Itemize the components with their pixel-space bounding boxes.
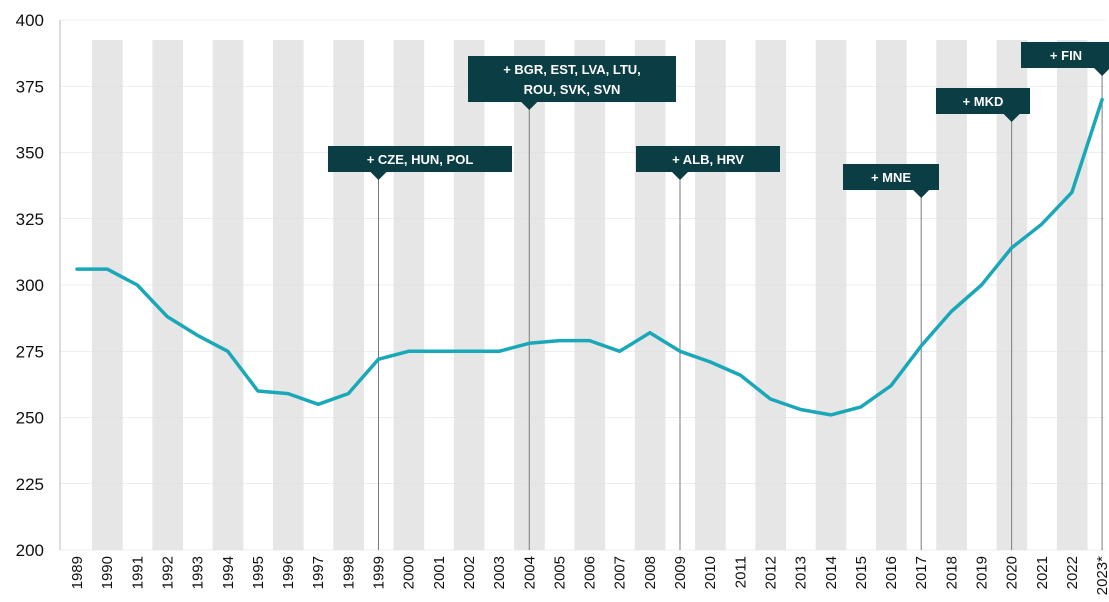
background-bands (92, 40, 1088, 550)
x-tick-label: 1995 (250, 556, 267, 589)
x-tick-label: 1989 (69, 556, 86, 589)
annotation-label: + FIN (1050, 48, 1082, 63)
background-band (393, 40, 425, 550)
background-band (755, 40, 787, 550)
annotation-pointer (521, 102, 538, 110)
y-tick-label: 250 (16, 409, 44, 428)
x-tick-label: 1999 (371, 556, 388, 589)
x-axis: 1989 1990 1991 1992 1993 1994 1995 1996 1997 1998… (69, 556, 1109, 595)
annotation-label: + ALB, HRV (672, 152, 744, 167)
background-band (152, 40, 184, 550)
x-tick-label: 1994 (220, 556, 237, 589)
x-tick-label: 2020 (1004, 556, 1021, 589)
annotations: + CZE, HUN, POL + BGR, EST, LVA, LTU, ROU,… (328, 42, 1109, 198)
background-band (272, 40, 304, 550)
y-tick-label: 400 (16, 11, 44, 30)
y-tick-label: 375 (16, 77, 44, 96)
y-tick-label: 225 (16, 475, 44, 494)
background-band (695, 40, 726, 550)
x-tick-label: 2005 (551, 556, 568, 589)
x-tick-label: 1998 (340, 556, 357, 589)
x-tick-label: 1991 (129, 556, 146, 589)
annotation-pointer (1003, 114, 1020, 122)
x-tick-label: 2014 (823, 556, 840, 589)
annotation-label: ROU, SVK, SVN (524, 82, 621, 97)
annotation-box: + MNE (843, 164, 939, 198)
background-band (212, 40, 244, 550)
x-tick-label: 1997 (310, 556, 327, 589)
x-tick-label: 2001 (431, 556, 448, 589)
x-tick-label: 2017 (913, 556, 930, 589)
x-tick-label: 2019 (974, 556, 991, 589)
y-tick-label: 300 (16, 276, 44, 295)
annotation-box-bg (936, 88, 1030, 114)
x-tick-label: 1990 (99, 556, 116, 589)
x-tick-label: 2006 (582, 556, 599, 589)
annotation-box: + CZE, HUN, POL (328, 146, 512, 180)
annotation-lines (378, 68, 1103, 550)
x-tick-label: 2013 (793, 556, 810, 589)
annotation-pointer (1094, 68, 1109, 76)
x-tick-label: 1992 (159, 556, 176, 589)
x-tick-label: 2000 (401, 556, 418, 589)
annotation-box-bg (1021, 42, 1109, 68)
x-tick-label: 2012 (762, 556, 779, 589)
x-tick-label: 2022 (1064, 556, 1081, 589)
x-tick-label: 2002 (461, 556, 478, 589)
x-tick-label: 2018 (943, 556, 960, 589)
x-tick-label: 2021 (1034, 556, 1051, 589)
annotation-box: + ALB, HRV (636, 146, 780, 180)
annotation-label: + MKD (963, 94, 1004, 109)
background-band (333, 40, 364, 550)
x-tick-label: 1993 (190, 556, 207, 589)
background-band (936, 40, 967, 550)
x-tick-label: 1996 (280, 556, 297, 589)
y-tick-label: 350 (16, 144, 44, 163)
y-tick-label: 275 (16, 342, 44, 361)
x-tick-label: 2010 (702, 556, 719, 589)
y-tick-label: 200 (16, 541, 44, 560)
annotation-box: + BGR, EST, LVA, LTU, ROU, SVK, SVN (468, 56, 676, 110)
annotation-label: + MNE (871, 170, 911, 185)
background-band (92, 40, 123, 550)
background-band (815, 40, 847, 550)
background-band (634, 40, 666, 550)
background-band (1056, 40, 1088, 550)
annotation-box-bg (636, 146, 780, 172)
series-layer (75, 97, 1104, 417)
annotation-label: + CZE, HUN, POL (367, 152, 474, 167)
annotation-pointer (370, 172, 387, 180)
annotation-box: + FIN (1021, 42, 1109, 76)
y-tick-label: 325 (16, 210, 44, 229)
annotation-box: + MKD (936, 88, 1030, 122)
x-tick-label: 2007 (612, 556, 629, 589)
x-tick-label: 2011 (732, 556, 749, 588)
background-band (875, 40, 907, 550)
annotation-pointer (672, 172, 688, 180)
annotation-pointer (913, 190, 930, 198)
annotation-box-bg (468, 56, 676, 102)
x-tick-label: 2008 (642, 556, 659, 589)
x-tick-label: 2015 (853, 556, 870, 589)
x-tick-label: 2003 (491, 556, 508, 589)
annotation-label: + BGR, EST, LVA, LTU, (503, 62, 641, 77)
x-tick-label: 2016 (883, 556, 900, 589)
background-band (574, 40, 606, 550)
background-band (453, 40, 485, 550)
annotation-box-bg (843, 164, 939, 190)
x-tick-label: 2004 (521, 556, 538, 589)
x-tick-label: 2009 (672, 556, 689, 589)
y-axis: 200 225 250 275 300 325 350 375 400 (16, 11, 61, 560)
annotation-box-bg (328, 146, 512, 172)
x-tick-label: 2023* (1094, 556, 1109, 595)
